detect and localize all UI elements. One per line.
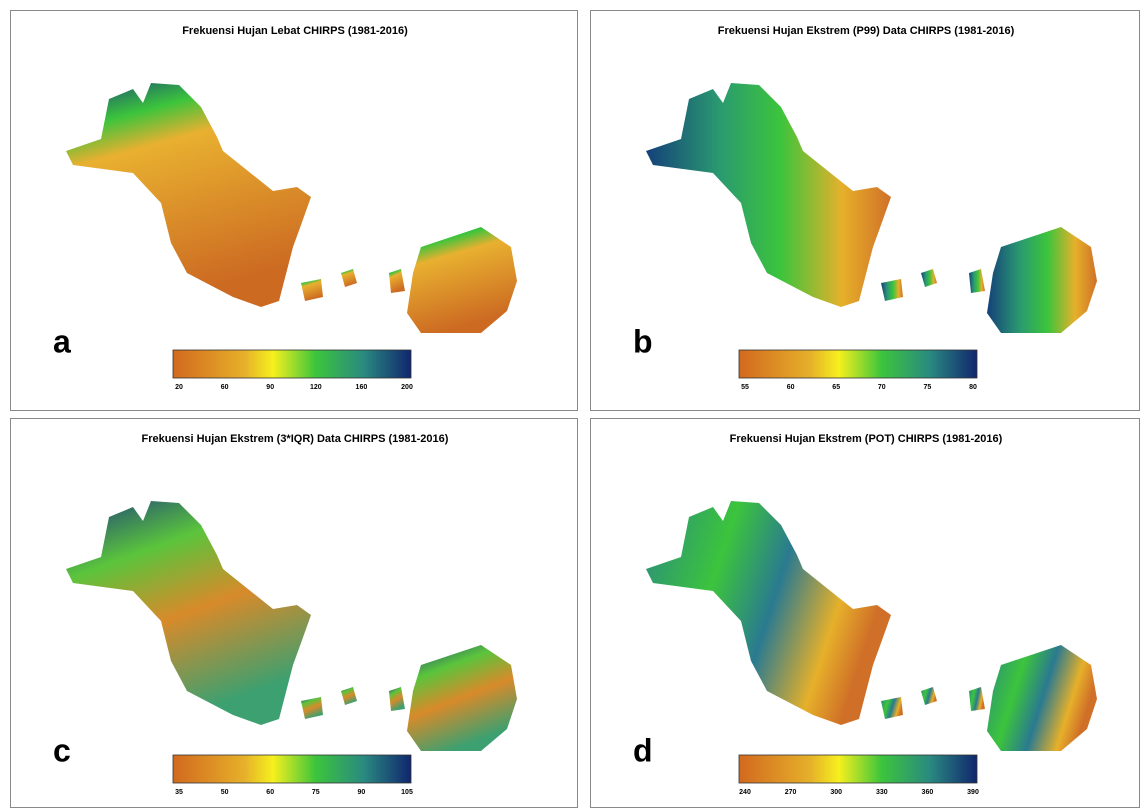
panel-letter: b xyxy=(633,323,653,359)
colorbar-tick-label: 60 xyxy=(221,384,229,391)
map-panel: Frekuensi Hujan Lebat CHIRPS (1981-2016)… xyxy=(10,10,578,411)
colorbar-tick-label: 60 xyxy=(787,384,795,391)
map-panel: Frekuensi Hujan Ekstrem (P99) Data CHIRP… xyxy=(590,10,1140,411)
colorbar xyxy=(172,754,412,784)
colorbar xyxy=(738,754,978,784)
colorbar-tick-label: 20 xyxy=(175,384,183,391)
colorbar-tick-label: 55 xyxy=(741,384,749,391)
panel-svg: Frekuensi Hujan Ekstrem (POT) CHIRPS (19… xyxy=(633,433,1097,796)
colorbar-tick-label: 105 xyxy=(401,789,413,796)
map-shape xyxy=(66,83,517,333)
colorbar-tick-label: 360 xyxy=(922,789,934,796)
map xyxy=(66,501,517,751)
panel-letter: d xyxy=(633,732,653,768)
map-shape xyxy=(646,501,1097,751)
colorbar xyxy=(172,349,412,379)
colorbar-tick-label: 160 xyxy=(356,384,368,391)
map-panel: Frekuensi Hujan Ekstrem (POT) CHIRPS (19… xyxy=(590,418,1140,808)
panel-title: Frekuensi Hujan Ekstrem (POT) CHIRPS (19… xyxy=(730,433,1003,445)
colorbar-tick-label: 70 xyxy=(878,384,886,391)
map xyxy=(646,501,1097,751)
colorbar-tick-label: 120 xyxy=(310,384,322,391)
colorbar-tick-label: 75 xyxy=(924,384,932,391)
colorbar-tick-label: 35 xyxy=(175,789,183,796)
panel-letter: a xyxy=(53,323,71,359)
colorbar-tick-label: 90 xyxy=(358,789,366,796)
panel-letter: c xyxy=(53,732,71,768)
colorbar-tick-label: 330 xyxy=(876,789,888,796)
map xyxy=(66,83,517,333)
colorbar-tick-label: 240 xyxy=(739,789,751,796)
colorbar xyxy=(738,349,978,379)
panel-title: Frekuensi Hujan Ekstrem (P99) Data CHIRP… xyxy=(718,25,1015,37)
panel-title: Frekuensi Hujan Ekstrem (3*IQR) Data CHI… xyxy=(142,433,449,445)
map-shape xyxy=(646,83,1097,333)
colorbar-tick-label: 390 xyxy=(967,789,979,796)
colorbar-tick-label: 90 xyxy=(266,384,274,391)
map xyxy=(646,83,1097,333)
colorbar-tick-label: 50 xyxy=(221,789,229,796)
colorbar-tick-label: 75 xyxy=(312,789,320,796)
panel-title: Frekuensi Hujan Lebat CHIRPS (1981-2016) xyxy=(182,25,408,37)
colorbar-tick-label: 270 xyxy=(785,789,797,796)
map-panel: Frekuensi Hujan Ekstrem (3*IQR) Data CHI… xyxy=(10,418,578,808)
map-shape xyxy=(66,501,517,751)
panel-svg: Frekuensi Hujan Ekstrem (3*IQR) Data CHI… xyxy=(53,433,517,796)
panel-svg: Frekuensi Hujan Lebat CHIRPS (1981-2016)… xyxy=(53,25,517,391)
colorbar-tick-label: 65 xyxy=(832,384,840,391)
colorbar-tick-label: 200 xyxy=(401,384,413,391)
panel-svg: Frekuensi Hujan Ekstrem (P99) Data CHIRP… xyxy=(633,25,1097,391)
colorbar-tick-label: 80 xyxy=(969,384,977,391)
colorbar-tick-label: 60 xyxy=(266,789,274,796)
colorbar-tick-label: 300 xyxy=(830,789,842,796)
